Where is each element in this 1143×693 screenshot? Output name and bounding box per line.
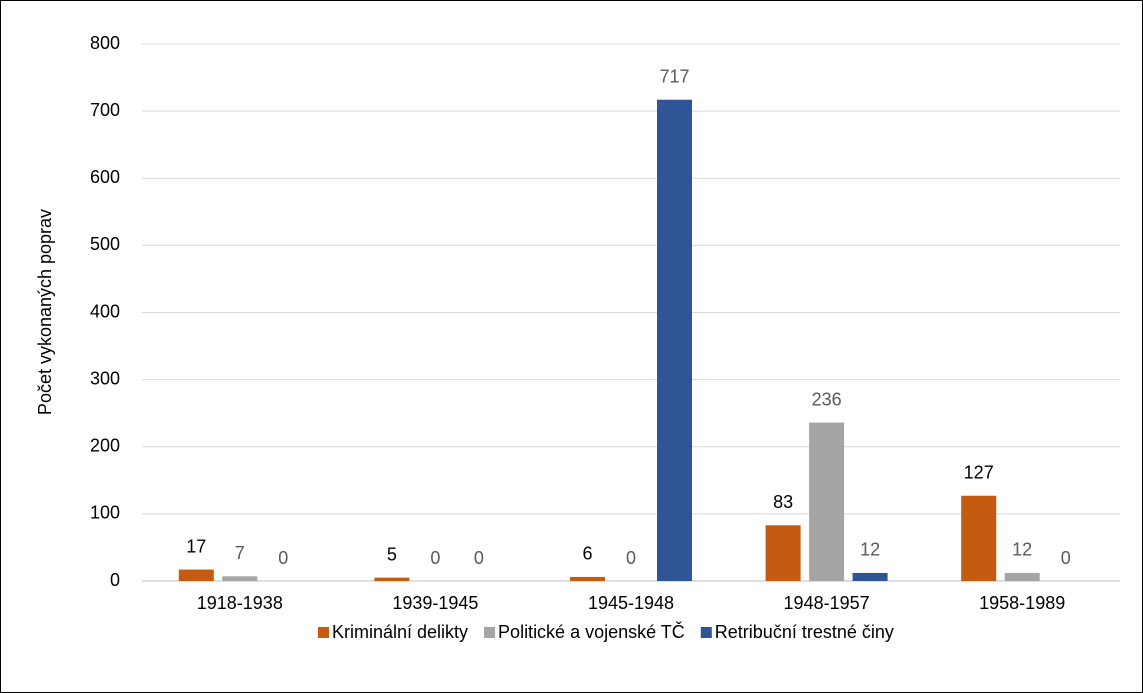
value-label: 0 — [278, 548, 288, 568]
y-tick-label: 400 — [90, 301, 120, 321]
y-tick-label: 700 — [90, 100, 120, 120]
legend-label: Retribuční trestné činy — [715, 622, 894, 642]
value-label: 7 — [235, 543, 245, 563]
bar — [809, 422, 845, 581]
value-label: 83 — [773, 492, 793, 512]
y-tick-label: 300 — [90, 368, 120, 388]
value-label: 236 — [812, 389, 842, 409]
legend-swatch — [700, 627, 712, 638]
value-label: 12 — [860, 540, 880, 560]
bar — [374, 577, 410, 581]
y-tick-label: 600 — [90, 167, 120, 187]
x-tick-label: 1945-1948 — [588, 593, 674, 613]
value-label: 17 — [186, 536, 206, 556]
value-label: 12 — [1012, 540, 1032, 560]
legend-swatch — [318, 627, 329, 638]
x-tick-label: 1958-1989 — [979, 593, 1065, 613]
value-label: 6 — [582, 544, 592, 564]
value-label: 127 — [964, 463, 994, 483]
bar — [657, 99, 692, 582]
value-label: 0 — [474, 548, 484, 568]
value-label: 717 — [659, 66, 689, 86]
y-tick-label: 0 — [110, 570, 120, 590]
bar — [570, 576, 605, 581]
legend-swatch — [484, 627, 496, 638]
x-tick-label: 1948-1957 — [784, 593, 870, 613]
y-tick-label: 500 — [90, 234, 120, 254]
y-axis-title: Počet vykonaných poprav — [35, 209, 55, 415]
value-label: 5 — [387, 544, 397, 564]
value-label: 0 — [1061, 548, 1071, 568]
bar — [178, 569, 214, 581]
value-label: 0 — [626, 548, 636, 568]
x-tick-label: 1918-1938 — [197, 593, 283, 613]
bar — [765, 525, 801, 581]
x-tick-label: 1939-1945 — [392, 593, 478, 613]
y-tick-label: 200 — [90, 436, 120, 456]
bar — [1004, 572, 1040, 581]
legend-label: Politické a vojenské TČ — [498, 621, 685, 642]
value-label: 0 — [430, 548, 440, 568]
bar — [961, 495, 997, 581]
legend-label: Kriminální delikty — [332, 622, 468, 642]
bar — [222, 576, 258, 581]
y-tick-label: 800 — [90, 33, 120, 53]
y-tick-label: 100 — [90, 503, 120, 523]
bar — [852, 572, 888, 581]
